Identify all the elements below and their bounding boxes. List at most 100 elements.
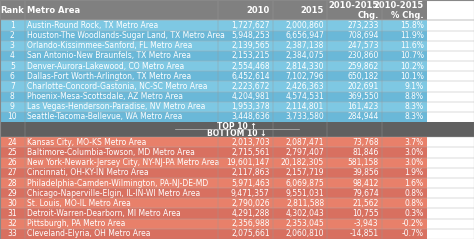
Text: New York-Newark-Jersey City, NY-NJ-PA Metro Area: New York-Newark-Jersey City, NY-NJ-PA Me…: [27, 158, 220, 167]
FancyBboxPatch shape: [273, 102, 327, 112]
Text: 2,000,860: 2,000,860: [286, 21, 324, 30]
Text: Houston-The Woodlands-Sugar Land, TX Metro Area: Houston-The Woodlands-Sugar Land, TX Met…: [27, 31, 225, 40]
Text: 2,353,045: 2,353,045: [285, 219, 324, 228]
FancyBboxPatch shape: [327, 147, 382, 158]
FancyBboxPatch shape: [273, 112, 327, 122]
Text: 6,452,614: 6,452,614: [231, 72, 270, 81]
FancyBboxPatch shape: [0, 0, 25, 20]
FancyBboxPatch shape: [327, 71, 382, 81]
FancyBboxPatch shape: [273, 61, 327, 71]
Text: St. Louis, MO-IL Metro Area: St. Louis, MO-IL Metro Area: [27, 199, 131, 208]
FancyBboxPatch shape: [218, 31, 273, 41]
Text: 3.7%: 3.7%: [404, 138, 424, 147]
Text: 2,114,801: 2,114,801: [286, 102, 324, 111]
Text: 11.9%: 11.9%: [400, 31, 424, 40]
FancyBboxPatch shape: [218, 102, 273, 112]
FancyBboxPatch shape: [327, 168, 382, 178]
FancyBboxPatch shape: [382, 168, 427, 178]
Text: 3.0%: 3.0%: [404, 158, 424, 167]
Text: 4: 4: [10, 51, 15, 60]
Text: 8.8%: 8.8%: [405, 92, 424, 101]
FancyBboxPatch shape: [0, 198, 25, 208]
Text: 5: 5: [10, 62, 15, 71]
FancyBboxPatch shape: [327, 61, 382, 71]
Text: 9,471,357: 9,471,357: [231, 189, 270, 198]
FancyBboxPatch shape: [273, 168, 327, 178]
FancyBboxPatch shape: [0, 158, 25, 168]
FancyBboxPatch shape: [382, 158, 427, 168]
FancyBboxPatch shape: [0, 20, 25, 31]
Text: 7,102,796: 7,102,796: [286, 72, 324, 81]
Text: 2,223,672: 2,223,672: [231, 82, 270, 91]
Text: 369,550: 369,550: [347, 92, 379, 101]
FancyBboxPatch shape: [273, 229, 327, 239]
Text: 259,862: 259,862: [347, 62, 379, 71]
FancyBboxPatch shape: [25, 158, 218, 168]
FancyBboxPatch shape: [25, 102, 218, 112]
Text: 10: 10: [8, 113, 17, 121]
Text: 2,356,988: 2,356,988: [231, 219, 270, 228]
FancyBboxPatch shape: [327, 229, 382, 239]
Text: 708,694: 708,694: [347, 31, 379, 40]
Text: Dallas-Fort Worth-Arlington, TX Metro Area: Dallas-Fort Worth-Arlington, TX Metro Ar…: [27, 72, 192, 81]
Text: 2,087,471: 2,087,471: [286, 138, 324, 147]
FancyBboxPatch shape: [0, 31, 25, 41]
Text: 1,953,378: 1,953,378: [231, 102, 270, 111]
Text: 2: 2: [10, 31, 15, 40]
Text: 4,574,531: 4,574,531: [285, 92, 324, 101]
FancyBboxPatch shape: [273, 51, 327, 61]
FancyBboxPatch shape: [218, 208, 273, 219]
FancyBboxPatch shape: [0, 41, 25, 51]
FancyBboxPatch shape: [25, 219, 218, 229]
Text: 33: 33: [8, 229, 17, 239]
FancyBboxPatch shape: [25, 168, 218, 178]
FancyBboxPatch shape: [218, 147, 273, 158]
FancyBboxPatch shape: [327, 198, 382, 208]
FancyBboxPatch shape: [273, 208, 327, 219]
FancyBboxPatch shape: [0, 178, 25, 188]
Text: 73,768: 73,768: [352, 138, 379, 147]
Text: 10,755: 10,755: [352, 209, 379, 218]
Text: 32: 32: [8, 219, 17, 228]
Text: 3: 3: [10, 41, 15, 50]
FancyBboxPatch shape: [0, 102, 25, 112]
Text: Orlando-Kissimmee-Sanford, FL Metro Area: Orlando-Kissimmee-Sanford, FL Metro Area: [27, 41, 193, 50]
FancyBboxPatch shape: [0, 168, 25, 178]
FancyBboxPatch shape: [218, 168, 273, 178]
FancyBboxPatch shape: [25, 71, 218, 81]
FancyBboxPatch shape: [327, 41, 382, 51]
FancyBboxPatch shape: [218, 81, 273, 92]
Text: 2010-2015
% Chg.: 2010-2015 % Chg.: [374, 1, 424, 20]
FancyBboxPatch shape: [273, 31, 327, 41]
Text: 7: 7: [10, 82, 15, 91]
Text: 27: 27: [8, 168, 17, 177]
Text: 2,013,703: 2,013,703: [231, 138, 270, 147]
FancyBboxPatch shape: [273, 158, 327, 168]
FancyBboxPatch shape: [327, 137, 382, 147]
FancyBboxPatch shape: [0, 137, 25, 147]
FancyBboxPatch shape: [382, 198, 427, 208]
FancyBboxPatch shape: [327, 0, 382, 20]
FancyBboxPatch shape: [0, 122, 474, 137]
FancyBboxPatch shape: [382, 71, 427, 81]
Text: 8.3%: 8.3%: [405, 113, 424, 121]
Text: 0.8%: 0.8%: [405, 199, 424, 208]
FancyBboxPatch shape: [382, 112, 427, 122]
Text: 2,790,026: 2,790,026: [231, 199, 270, 208]
FancyBboxPatch shape: [382, 137, 427, 147]
FancyBboxPatch shape: [218, 178, 273, 188]
Text: 21,562: 21,562: [352, 199, 379, 208]
FancyBboxPatch shape: [25, 92, 218, 102]
Text: 161,423: 161,423: [347, 102, 379, 111]
Text: 1.9%: 1.9%: [405, 168, 424, 177]
Text: 5,948,253: 5,948,253: [231, 31, 270, 40]
Text: Austin-Round Rock, TX Metro Area: Austin-Round Rock, TX Metro Area: [27, 21, 159, 30]
Text: 79,674: 79,674: [352, 189, 379, 198]
FancyBboxPatch shape: [218, 229, 273, 239]
Text: Las Vegas-Henderson-Paradise, NV Metro Area: Las Vegas-Henderson-Paradise, NV Metro A…: [27, 102, 206, 111]
Text: 1.6%: 1.6%: [405, 179, 424, 188]
FancyBboxPatch shape: [25, 51, 218, 61]
Text: 2,715,561: 2,715,561: [231, 148, 270, 157]
Text: Metro Area: Metro Area: [27, 6, 81, 15]
Text: 9,551,031: 9,551,031: [286, 189, 324, 198]
